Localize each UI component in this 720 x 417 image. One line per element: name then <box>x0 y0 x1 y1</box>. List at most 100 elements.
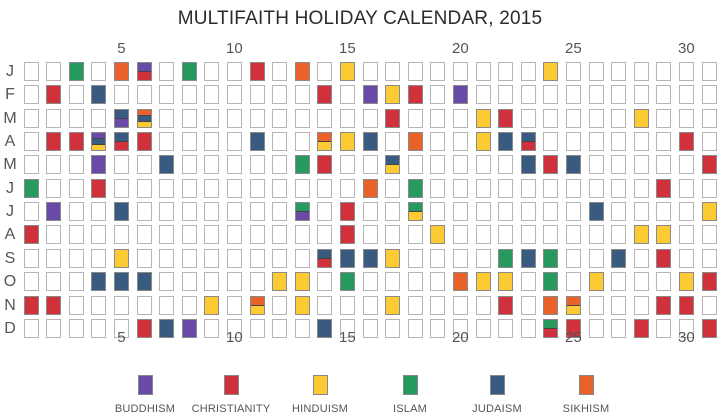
day-cell <box>23 155 39 175</box>
day-cell <box>181 178 197 198</box>
day-cell <box>701 108 717 128</box>
day-cell <box>272 295 288 315</box>
hinduism-holiday-segment <box>702 203 716 221</box>
judaism-holiday-segment <box>566 156 580 174</box>
day-cell <box>226 202 242 222</box>
day-cell <box>226 272 242 292</box>
day-cell <box>656 318 672 338</box>
day-cell <box>678 132 694 152</box>
day-cell <box>498 295 514 315</box>
day-cell <box>46 202 62 222</box>
judaism-holiday-segment <box>589 203 603 221</box>
day-cell <box>633 248 649 268</box>
day-cell <box>226 85 242 105</box>
christianity-holiday-segment <box>137 133 151 151</box>
day-cell <box>385 62 401 81</box>
month-label: J <box>6 203 14 221</box>
sikhism-holiday-segment <box>295 63 309 80</box>
month-row: D <box>0 318 720 339</box>
judaism-holiday-segment <box>250 133 264 151</box>
day-cell <box>362 108 378 128</box>
hinduism-holiday-segment <box>657 226 671 244</box>
day-cell <box>339 295 355 315</box>
judaism-holiday-segment <box>340 249 354 267</box>
day-cell <box>498 272 514 292</box>
day-cell <box>181 85 197 105</box>
christianity-holiday-segment <box>499 109 513 127</box>
day-cell <box>588 108 604 128</box>
judaism-holiday-segment <box>521 156 535 174</box>
sikhism-swatch-icon <box>578 375 594 395</box>
day-cell <box>452 272 468 292</box>
day-cell <box>475 178 491 198</box>
sikhism-holiday-segment <box>544 296 558 314</box>
day-cell <box>249 225 265 245</box>
day-cell <box>91 248 107 268</box>
day-cell <box>294 295 310 315</box>
day-tick-label: 30 <box>678 329 695 346</box>
day-cell <box>633 132 649 152</box>
judaism-holiday-segment <box>92 273 106 291</box>
day-cell <box>498 85 514 105</box>
day-cell <box>430 178 446 198</box>
day-cell <box>226 178 242 198</box>
day-cell <box>204 295 220 315</box>
day-cell <box>678 295 694 315</box>
day-cell <box>475 155 491 175</box>
legend-label: JUDAISM <box>472 403 522 415</box>
hinduism-holiday-segment <box>499 273 513 291</box>
day-tick-label: 30 <box>678 40 695 57</box>
day-cell <box>701 155 717 175</box>
day-cell <box>498 202 514 222</box>
sikhism-holiday-segment <box>137 109 151 115</box>
day-cell <box>181 272 197 292</box>
day-cell <box>520 62 536 81</box>
day-cell <box>68 225 84 245</box>
day-cell <box>407 155 423 175</box>
day-cell <box>226 225 242 245</box>
hinduism-holiday-segment <box>476 273 490 291</box>
day-cell <box>543 178 559 198</box>
christianity-holiday-segment <box>92 179 106 197</box>
christianity-holiday-segment <box>318 86 332 104</box>
day-cell <box>588 225 604 245</box>
day-cell <box>633 295 649 315</box>
day-cell <box>588 178 604 198</box>
day-cell <box>272 202 288 222</box>
day-cell <box>339 62 355 81</box>
month-row: J <box>0 202 720 222</box>
day-cell <box>430 225 446 245</box>
day-cell <box>678 155 694 175</box>
day-cell <box>136 225 152 245</box>
day-cell <box>407 318 423 338</box>
day-cell <box>475 318 491 338</box>
buddhism-holiday-segment <box>137 63 151 71</box>
day-cell <box>339 202 355 222</box>
day-cell <box>452 225 468 245</box>
day-cell <box>588 62 604 81</box>
day-cell <box>23 225 39 245</box>
day-cell <box>520 178 536 198</box>
day-cell <box>249 248 265 268</box>
day-cell <box>159 108 175 128</box>
day-cell <box>520 108 536 128</box>
hinduism-holiday-segment <box>589 273 603 291</box>
day-cell <box>226 248 242 268</box>
christianity-holiday-segment <box>47 296 61 314</box>
day-cell <box>543 225 559 245</box>
christianity-holiday-segment <box>702 273 716 291</box>
month-row: A <box>0 132 720 152</box>
buddhism-swatch-icon <box>137 375 153 395</box>
islam-holiday-segment <box>340 273 354 291</box>
judaism-holiday-segment <box>92 138 106 145</box>
day-cell <box>565 225 581 245</box>
day-cell <box>272 178 288 198</box>
day-cell <box>68 108 84 128</box>
day-cell <box>159 132 175 152</box>
day-cell <box>520 318 536 338</box>
day-cell <box>136 318 152 338</box>
day-cell <box>498 225 514 245</box>
buddhism-holiday-segment <box>114 117 128 127</box>
month-label: A <box>4 133 16 151</box>
day-cell <box>656 295 672 315</box>
